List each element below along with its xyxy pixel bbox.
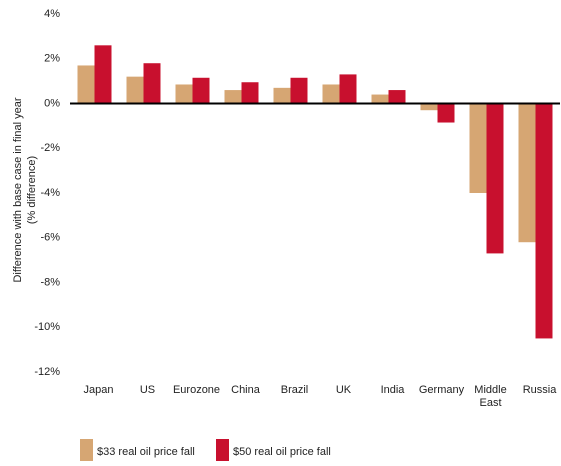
y-tick-label: 4% [44,8,60,20]
x-tick-label: US [139,384,156,396]
bar [224,90,242,104]
y-tick-label: -12% [34,366,60,378]
x-tick-label: Russia [522,384,557,396]
bar [290,77,308,104]
legend-label: $33 real oil price fall [97,446,195,458]
y-axis-title: Difference with base case in final year … [12,97,38,282]
y-tick-label: -10% [34,321,60,333]
bar [339,74,357,104]
bar [77,65,95,104]
bar [420,103,438,111]
bar [192,77,210,104]
y-tick-label: -2% [40,142,60,154]
bar [388,90,406,104]
y-tick-label: -6% [40,232,60,244]
y-tick-label: 0% [44,97,60,109]
x-tick-label: Middle East [474,384,507,409]
bar [469,103,487,193]
x-tick-label: Japan [83,384,114,396]
bar [241,82,259,104]
x-tick-label: Brazil [280,384,309,396]
bar [535,103,553,339]
bar [94,45,112,104]
x-tick-label: China [231,384,260,396]
y-tick-label: -8% [40,276,60,288]
bar [126,76,144,104]
bar [486,103,504,254]
x-tick-label: Germany [418,384,465,396]
legend-swatch [216,439,229,461]
bar [371,94,389,104]
legend-label: $50 real oil price fall [233,446,331,458]
bar [518,103,536,243]
legend-swatch [80,439,93,461]
bar [437,103,455,123]
y-tick-label: -4% [40,187,60,199]
bar [143,63,161,104]
x-tick-label: India [380,384,405,396]
bar [322,84,340,104]
bar [175,84,193,104]
y-axis-title-line: (% difference) [26,156,38,224]
x-tick-label: UK [335,384,352,396]
bar [273,87,291,104]
y-tick-label: 2% [44,53,60,65]
x-tick-label: Eurozone [172,384,221,396]
y-axis-title-line: Difference with base case in final year [12,97,24,282]
